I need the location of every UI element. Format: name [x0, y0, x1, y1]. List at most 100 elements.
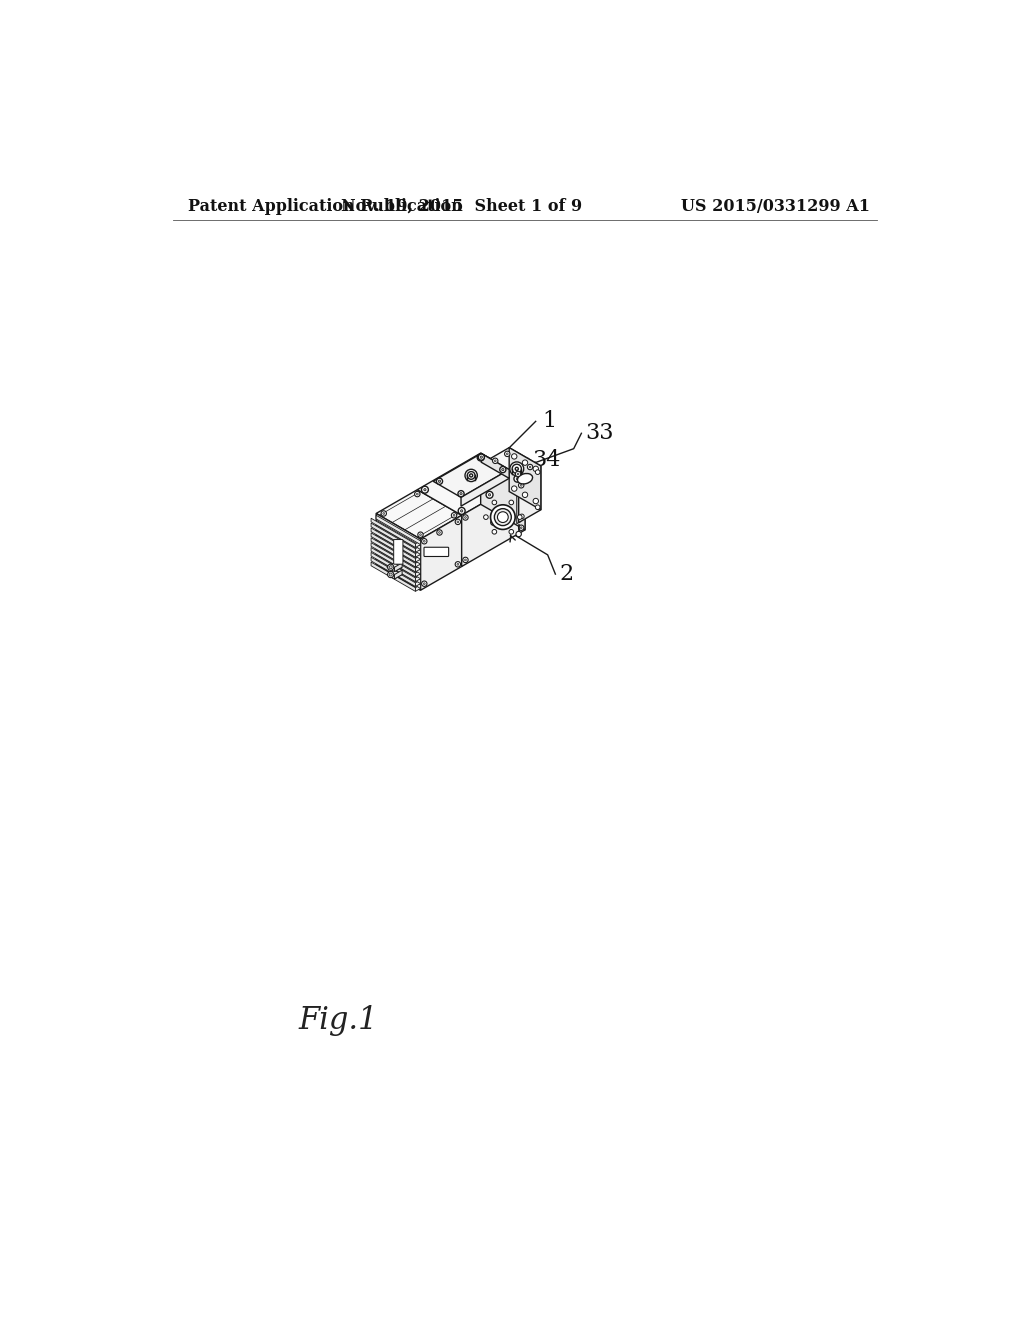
Circle shape	[483, 515, 488, 520]
Circle shape	[422, 539, 427, 544]
Polygon shape	[376, 520, 421, 549]
Polygon shape	[371, 519, 416, 548]
Circle shape	[486, 491, 493, 498]
Circle shape	[536, 506, 540, 510]
Circle shape	[457, 564, 459, 565]
Polygon shape	[416, 579, 421, 586]
Circle shape	[477, 454, 484, 461]
Circle shape	[493, 521, 495, 524]
Polygon shape	[481, 454, 509, 478]
Circle shape	[465, 470, 477, 482]
Circle shape	[520, 484, 522, 486]
Circle shape	[518, 483, 524, 488]
Circle shape	[522, 459, 527, 466]
Polygon shape	[371, 537, 416, 568]
Circle shape	[512, 465, 521, 474]
Circle shape	[522, 492, 527, 498]
Circle shape	[527, 465, 532, 470]
Circle shape	[480, 455, 482, 458]
Circle shape	[389, 566, 392, 569]
Circle shape	[465, 516, 466, 519]
Circle shape	[422, 581, 427, 586]
Polygon shape	[517, 474, 520, 524]
Circle shape	[514, 475, 521, 482]
Circle shape	[420, 533, 422, 536]
Ellipse shape	[517, 474, 532, 484]
Text: 1: 1	[542, 411, 556, 433]
Polygon shape	[371, 557, 416, 586]
Polygon shape	[416, 576, 421, 582]
Polygon shape	[416, 545, 421, 552]
Polygon shape	[376, 513, 421, 590]
Circle shape	[455, 561, 461, 568]
Circle shape	[424, 488, 426, 491]
Polygon shape	[376, 545, 421, 574]
Circle shape	[457, 521, 459, 523]
Circle shape	[422, 486, 428, 494]
Circle shape	[438, 480, 440, 482]
Polygon shape	[416, 565, 421, 572]
FancyBboxPatch shape	[424, 548, 449, 557]
Circle shape	[461, 510, 463, 512]
Circle shape	[467, 471, 475, 479]
Polygon shape	[394, 570, 402, 579]
Circle shape	[493, 458, 498, 463]
Circle shape	[463, 557, 468, 562]
Polygon shape	[462, 479, 525, 566]
Circle shape	[515, 467, 518, 470]
Polygon shape	[416, 561, 421, 568]
Circle shape	[516, 478, 518, 480]
Circle shape	[515, 471, 521, 477]
Circle shape	[502, 469, 504, 471]
Polygon shape	[387, 562, 402, 572]
Circle shape	[517, 473, 519, 475]
Circle shape	[389, 573, 392, 576]
Text: Fig.1: Fig.1	[299, 1006, 378, 1036]
Polygon shape	[376, 535, 421, 564]
Circle shape	[460, 492, 462, 495]
Circle shape	[493, 529, 497, 535]
Polygon shape	[376, 525, 421, 554]
Polygon shape	[376, 540, 421, 569]
Circle shape	[479, 457, 482, 458]
Polygon shape	[387, 570, 402, 579]
Polygon shape	[416, 541, 421, 548]
Circle shape	[488, 494, 490, 496]
Polygon shape	[376, 549, 421, 578]
Circle shape	[534, 466, 539, 471]
Circle shape	[418, 532, 423, 537]
Text: Nov. 19, 2015  Sheet 1 of 9: Nov. 19, 2015 Sheet 1 of 9	[341, 198, 583, 215]
Polygon shape	[418, 453, 525, 515]
Circle shape	[512, 454, 517, 459]
Circle shape	[529, 466, 531, 469]
Polygon shape	[509, 447, 541, 510]
Circle shape	[465, 558, 466, 561]
Circle shape	[436, 478, 442, 484]
Circle shape	[536, 470, 540, 474]
Circle shape	[500, 466, 506, 473]
Circle shape	[519, 479, 524, 483]
Polygon shape	[487, 447, 541, 479]
Circle shape	[495, 508, 511, 525]
Circle shape	[415, 491, 420, 496]
FancyBboxPatch shape	[393, 540, 402, 564]
Circle shape	[478, 454, 484, 461]
Polygon shape	[371, 548, 416, 577]
Text: 33: 33	[586, 422, 613, 445]
Polygon shape	[376, 529, 421, 560]
Circle shape	[381, 511, 386, 516]
Circle shape	[495, 459, 497, 462]
Polygon shape	[416, 556, 421, 562]
Circle shape	[506, 453, 508, 455]
Circle shape	[423, 582, 425, 585]
Circle shape	[516, 532, 521, 537]
Text: US 2015/0331299 A1: US 2015/0331299 A1	[681, 198, 869, 215]
Circle shape	[519, 513, 524, 519]
Polygon shape	[376, 490, 462, 539]
Circle shape	[498, 512, 508, 523]
Polygon shape	[416, 550, 421, 557]
Circle shape	[490, 504, 515, 529]
Polygon shape	[371, 528, 416, 557]
Circle shape	[458, 491, 464, 496]
Polygon shape	[421, 515, 462, 590]
